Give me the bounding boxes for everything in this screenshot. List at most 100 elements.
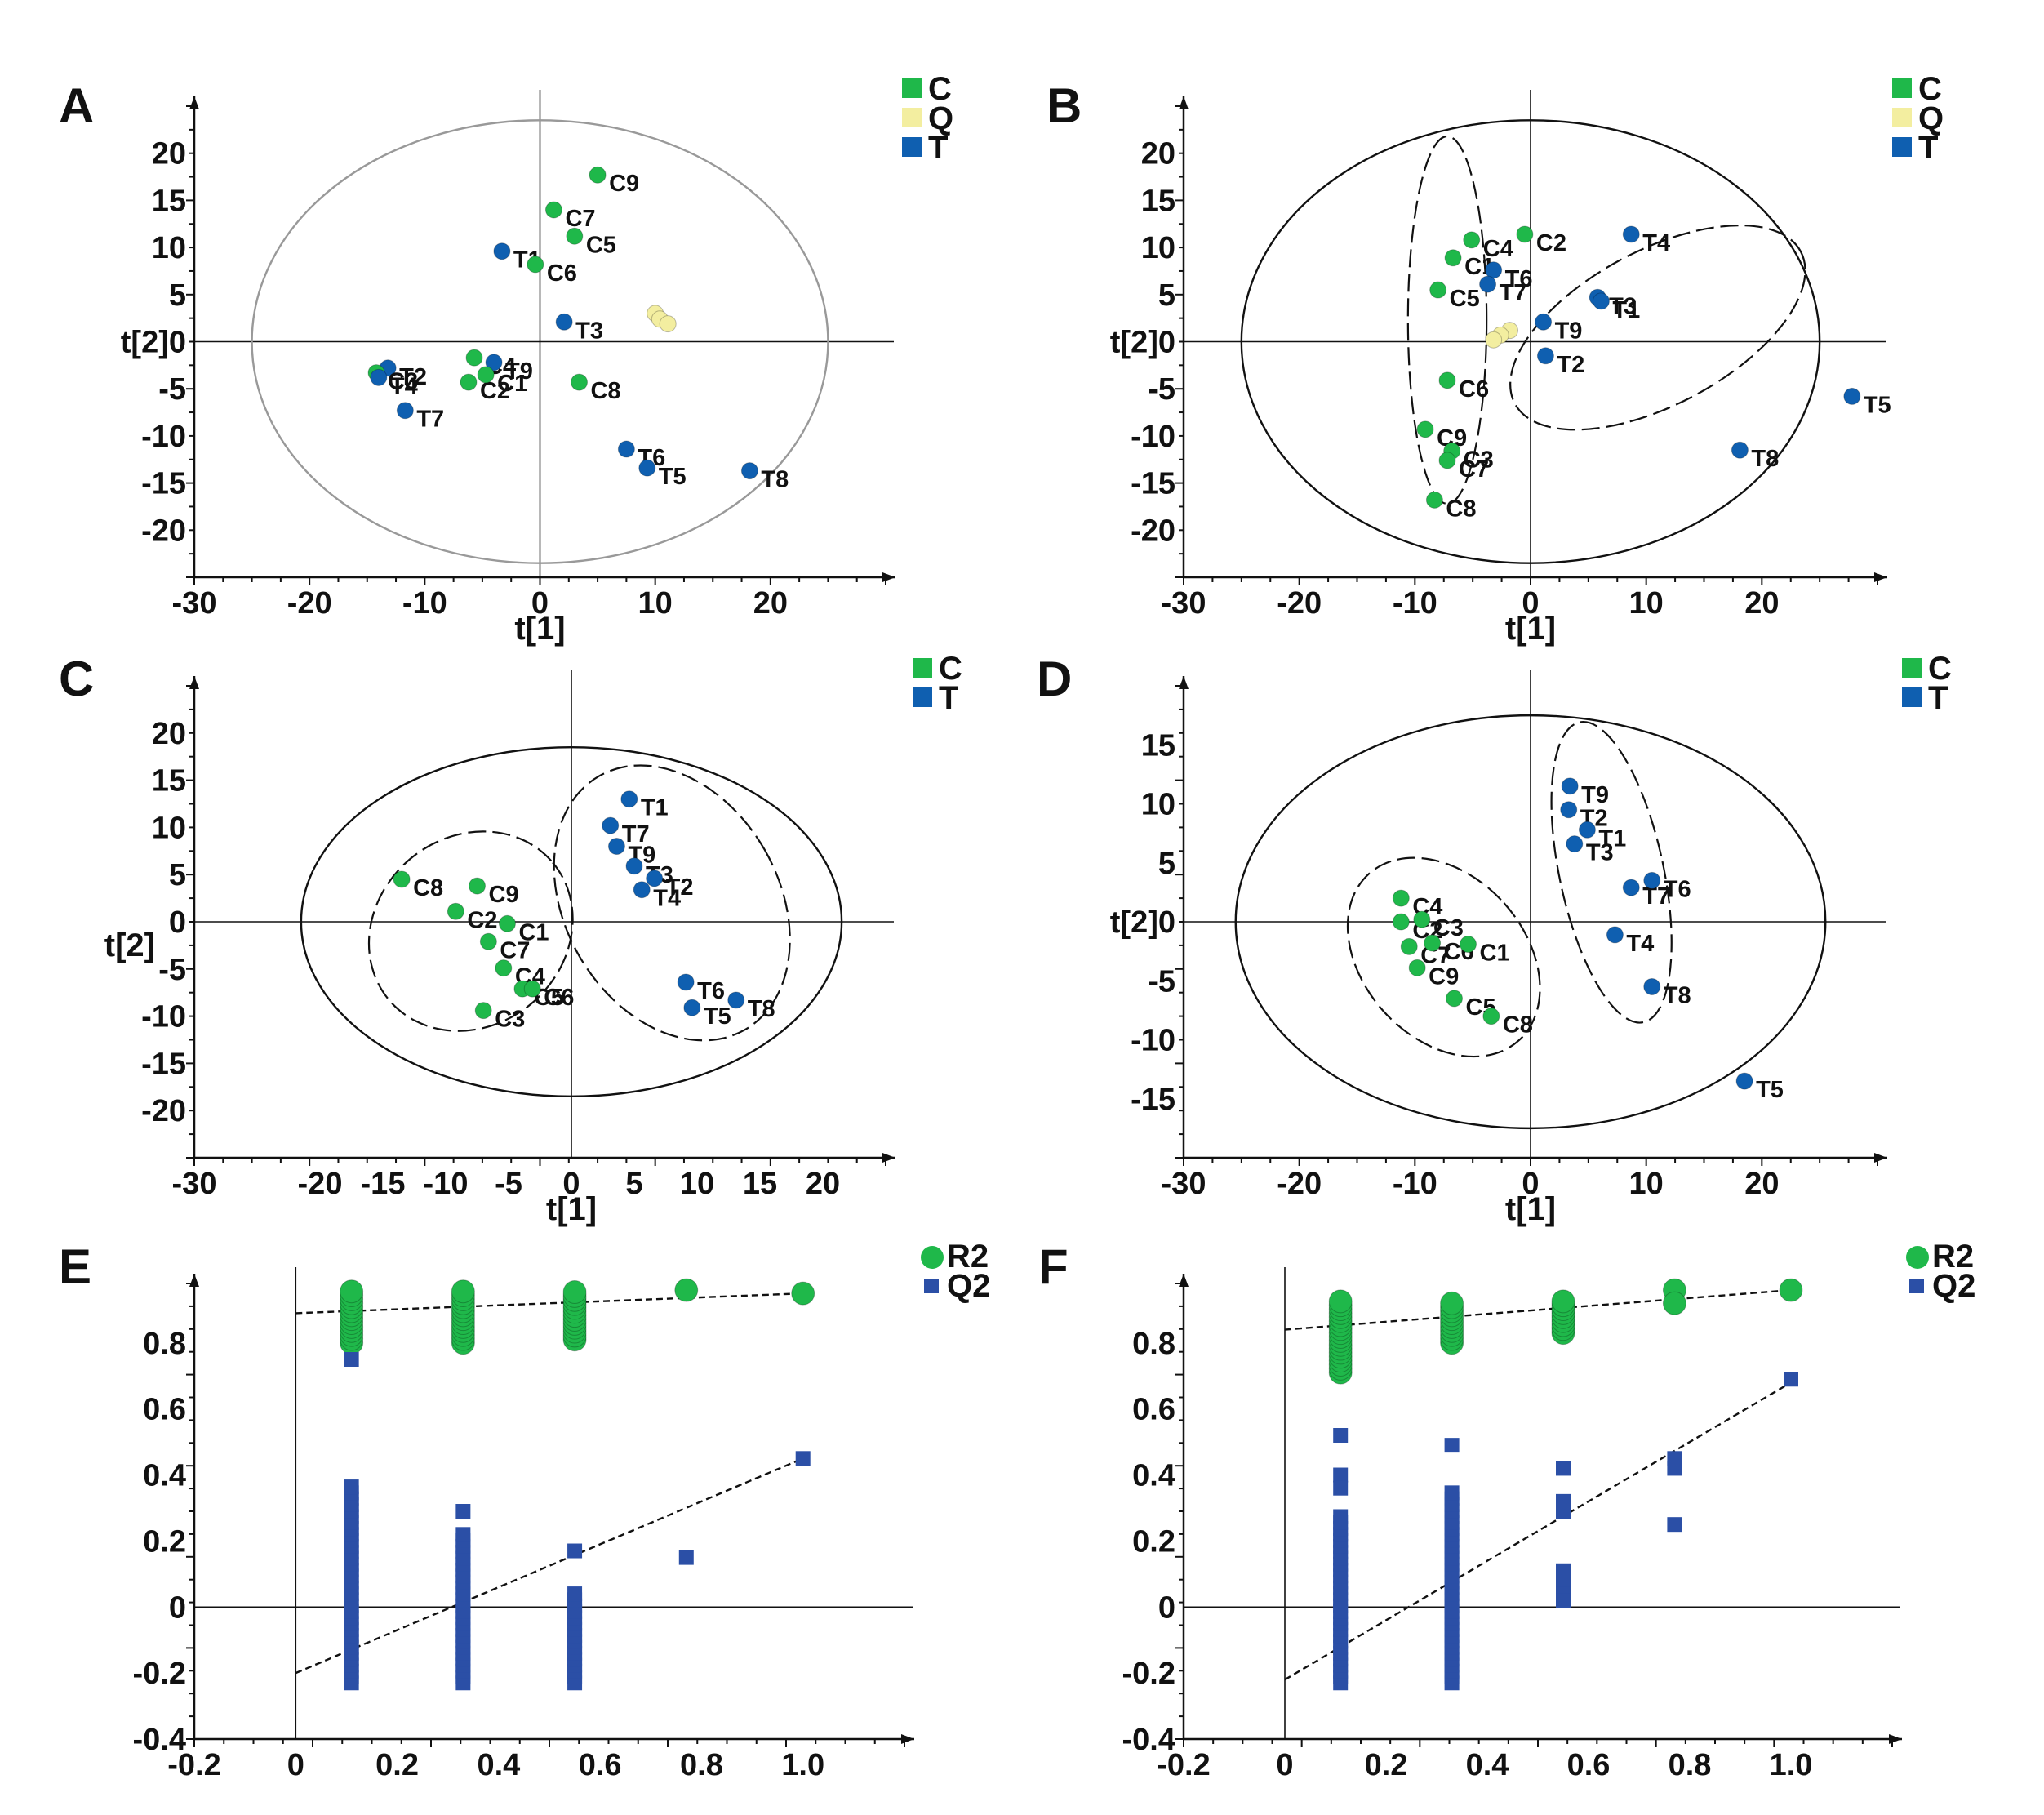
r2-marker (1551, 1289, 1575, 1314)
point-label: C3 (388, 369, 418, 395)
q2-marker (567, 1586, 583, 1602)
y-axis-arrow (189, 1274, 199, 1287)
data-point-t3 (555, 313, 573, 331)
group-ellipse (1509, 224, 1806, 431)
panel-letter: A (59, 78, 94, 133)
data-point-t2 (1560, 801, 1578, 819)
group-ellipse (367, 830, 574, 1032)
point-label: T5 (1864, 392, 1891, 418)
x-axis-arrow (1874, 572, 1887, 582)
panel-a: A -30 -20 -10 0 10 20 20 15 10 5 t[2]0 -5 -10 -15 -20 t[… (59, 71, 953, 647)
point-label: T3 (1609, 293, 1637, 319)
x-tick-label: -20 (287, 586, 332, 621)
legend-label: C (928, 71, 952, 107)
point-label: C2 (467, 907, 497, 933)
r2-marker (451, 1279, 475, 1304)
point-label: T1 (1612, 297, 1640, 323)
hotelling-ellipse (1240, 119, 1821, 564)
x-tick-label: -20 (298, 1167, 343, 1201)
data-point-t9 (1535, 313, 1553, 331)
data-point-t9 (1561, 777, 1579, 795)
x-tick-label: 10 (638, 586, 673, 621)
y-tick-label: -20 (141, 1094, 186, 1128)
data-point-t3 (1566, 835, 1584, 853)
legend-label: T (1918, 130, 1938, 166)
data-point-t1 (1592, 292, 1610, 310)
y-tick-label: -15 (1131, 1083, 1175, 1117)
y-tick-label: 0 (169, 905, 186, 940)
y-tick-label: 5 (169, 858, 186, 892)
data-point-c1 (477, 366, 495, 384)
x-tick-label: -0.2 (1157, 1748, 1210, 1782)
x-tick-label: 10 (1629, 586, 1664, 621)
legend-marker-c (1892, 78, 1912, 98)
x-tick-label: -20 (1277, 586, 1322, 621)
x-tick-label: 10 (680, 1167, 714, 1201)
y-tick-label: 0 (169, 1590, 186, 1625)
point-label: C9 (489, 882, 519, 908)
q2-marker (1556, 1573, 1571, 1588)
data-point-t7 (1622, 879, 1640, 896)
data-point-c9 (1416, 420, 1434, 438)
point-label: C9 (609, 171, 639, 197)
data-point-t7 (602, 816, 620, 834)
point-label: C7 (565, 206, 595, 232)
x-axis-arrow (1889, 1734, 1902, 1744)
legend-label: R2 (1932, 1239, 1974, 1275)
legend-label: R2 (947, 1239, 989, 1275)
data-point-t1 (493, 242, 511, 260)
panel-letter: C (59, 652, 94, 706)
point-label: T6 (1505, 266, 1533, 292)
point-label: C3 (495, 1007, 525, 1033)
y-tick-label: 0.8 (1132, 1327, 1175, 1361)
point-label: C6 (544, 985, 574, 1011)
y-tick-label: -15 (1131, 467, 1175, 501)
point-label: T2 (666, 874, 694, 901)
data-point-c9 (589, 166, 607, 184)
x-tick-label: -20 (1277, 1167, 1322, 1201)
point-label: T2 (1557, 352, 1584, 378)
data-point-t1 (1578, 821, 1596, 839)
q2-marker (1444, 1438, 1460, 1453)
x-axis-label: t[1] (1505, 611, 1556, 647)
group-ellipse (1346, 856, 1541, 1058)
x-tick-label: 5 (625, 1167, 642, 1201)
legend-label: T (1928, 680, 1948, 716)
point-label: T6 (697, 978, 725, 1004)
y-axis-arrow (1179, 1274, 1189, 1287)
point-label: C8 (1503, 1012, 1533, 1039)
regression-line-q2 (1284, 1381, 1792, 1681)
panel-e: E-0.2 0 0.2 0.4 0.6 0.8 1.00.80.60.40.20-0.2-0… (59, 1239, 990, 1782)
x-tick-label: 0 (287, 1748, 304, 1782)
y-tick-label: -5 (158, 372, 186, 407)
data-point-c4 (1463, 231, 1481, 249)
point-label: C9 (1429, 963, 1459, 990)
x-tick-label: 0.6 (1567, 1748, 1611, 1782)
regression-line-r2 (1284, 1288, 1792, 1331)
data-point-t2 (646, 870, 664, 887)
group-ellipse (1550, 720, 1673, 1024)
panel-letter: E (59, 1239, 91, 1294)
data-point-c2 (447, 902, 464, 920)
r2-marker (791, 1281, 815, 1306)
data-point-q (659, 315, 677, 333)
data-point-c6 (527, 256, 544, 274)
data-point-t8 (1643, 977, 1661, 995)
point-label: T5 (1756, 1077, 1784, 1103)
point-label: C1 (518, 919, 549, 945)
x-tick-label: 0 (1276, 1748, 1293, 1782)
data-point-c1 (1444, 249, 1462, 267)
y-tick-label: -5 (158, 953, 186, 987)
data-point-c3 (474, 1002, 492, 1020)
data-point-t1 (620, 790, 638, 808)
q2-marker (1333, 1480, 1349, 1496)
y-axis-arrow (189, 96, 199, 109)
point-label: C1 (1480, 940, 1510, 966)
panel-b: B -30 -20 -10 0 10 20 20 15 10 5 t[2]0 -5 -10 -15 -20 t[… (1046, 71, 1944, 647)
y-axis-arrow (1179, 96, 1189, 109)
y-tick-label: 20 (152, 137, 186, 171)
point-label: C8 (413, 875, 443, 901)
data-point-c8 (393, 870, 411, 888)
legend-label: T (939, 680, 958, 716)
legend-marker-q2 (1909, 1279, 1924, 1293)
